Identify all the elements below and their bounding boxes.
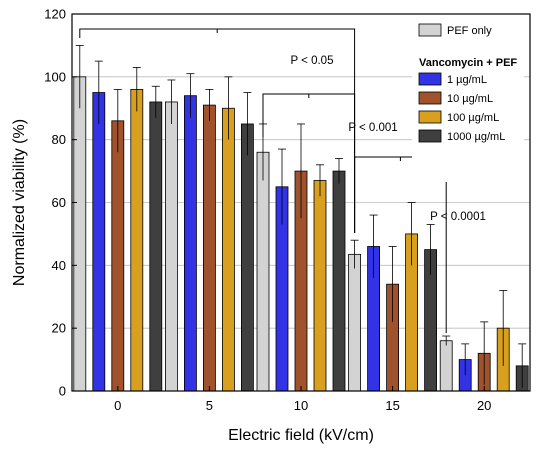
legend-swatch — [418, 23, 442, 37]
bar — [221, 107, 235, 392]
y-tick-label: 100 — [44, 69, 66, 84]
y-tick-label: 40 — [52, 258, 66, 273]
bar — [240, 123, 254, 392]
significance-annotations: P < 0.05 P < 0.001 P < 0.0001 — [79, 28, 486, 333]
y-tick-label: 60 — [52, 195, 66, 210]
legend-label: 100 µg/mL — [447, 112, 499, 124]
legend-swatch — [418, 129, 442, 143]
bar — [256, 151, 270, 392]
x-tick-label: 20 — [477, 398, 491, 413]
legend-label: 1000 µg/mL — [447, 131, 505, 143]
bar — [164, 101, 178, 392]
bar — [313, 180, 327, 392]
bar — [183, 95, 197, 392]
significance-label: P < 0.0001 — [430, 211, 486, 223]
legend-group-title: Vancomycin + PEF — [419, 57, 517, 69]
bar — [202, 104, 216, 392]
bar — [348, 253, 362, 392]
x-tick-label: 0 — [114, 398, 121, 413]
bar — [332, 170, 346, 392]
y-tick-label: 0 — [59, 384, 66, 399]
x-tick-label: 10 — [294, 398, 308, 413]
y-tick-label: 80 — [52, 132, 66, 147]
legend: PEF only Vancomycin + PEF 1 µg/mL 10 µg/mL 1… — [412, 22, 524, 182]
bar — [92, 92, 106, 392]
significance-label: P < 0.05 — [291, 55, 334, 67]
legend-label: 10 µg/mL — [447, 93, 493, 105]
legend-swatch — [418, 110, 442, 124]
bar — [149, 101, 163, 392]
y-tick-label: 20 — [52, 321, 66, 336]
legend-label: PEF only — [447, 25, 492, 37]
legend-swatch — [418, 91, 442, 105]
significance-label: P < 0.001 — [348, 122, 397, 134]
y-axis-title: Normalized viability (%) — [11, 119, 28, 286]
x-tick-label: 5 — [206, 398, 213, 413]
bar — [130, 89, 144, 392]
legend-swatch — [418, 72, 442, 86]
bar — [111, 120, 125, 392]
legend-label: 1 µg/mL — [447, 74, 487, 86]
axis-ticks: 0 20 40 60 80 100 120 0 5 10 15 20 — [44, 7, 491, 414]
bar — [73, 76, 87, 392]
x-tick-label: 15 — [385, 398, 399, 413]
x-axis-title: Electric field (kV/cm) — [228, 427, 374, 444]
bar — [439, 340, 453, 392]
y-tick-label: 120 — [44, 7, 66, 22]
